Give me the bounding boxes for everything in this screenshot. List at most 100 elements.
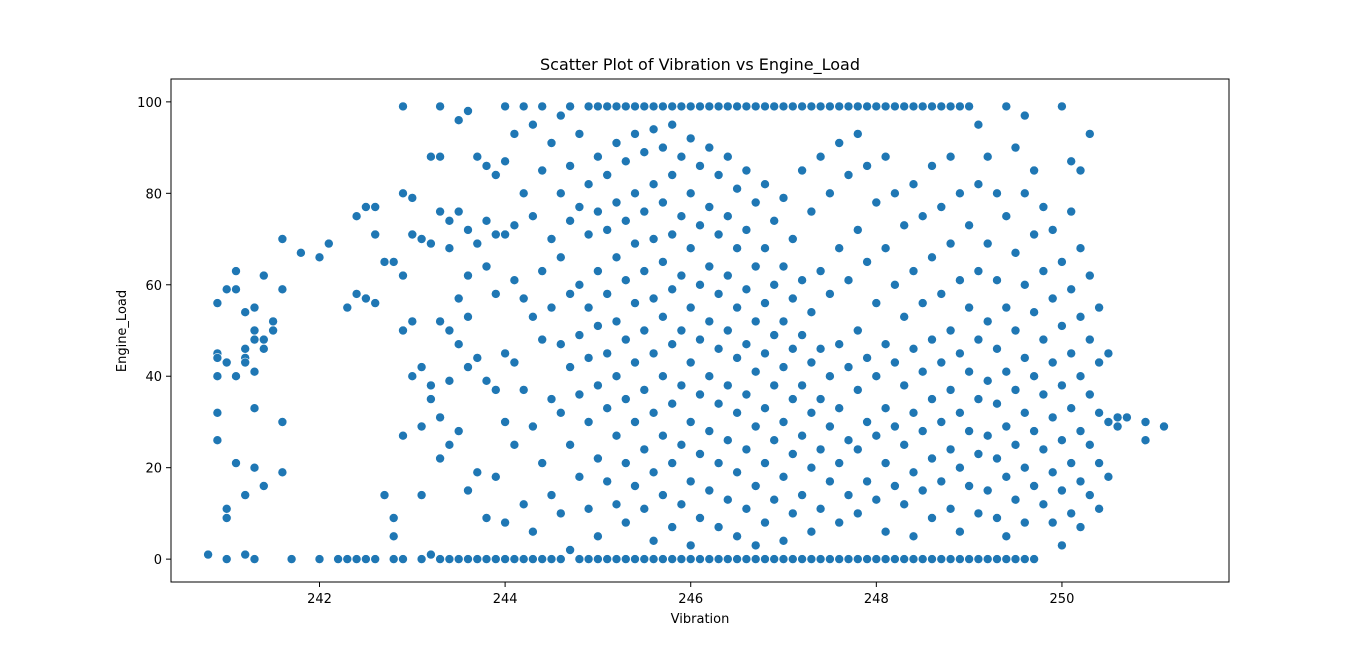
scatter-point <box>555 407 566 418</box>
scatter-point <box>444 243 455 253</box>
scatter-point <box>917 426 928 436</box>
scatter-point <box>602 225 613 235</box>
scatter-point <box>500 348 510 359</box>
scatter-point <box>537 101 548 112</box>
scatter-point <box>1038 334 1049 345</box>
scatter-point <box>546 302 557 313</box>
scatter-point <box>602 348 613 359</box>
scatter-point <box>500 554 510 564</box>
scatter-point <box>945 503 956 514</box>
scatter-point <box>574 554 585 564</box>
scatter-point <box>277 467 288 478</box>
scatter-point <box>778 261 789 272</box>
scatter-point <box>685 554 696 564</box>
scatter-point <box>537 554 548 564</box>
scatter-point <box>899 499 910 510</box>
scatter-point <box>778 101 789 112</box>
scatter-point <box>722 554 733 564</box>
scatter-point <box>713 229 724 240</box>
scatter-point <box>982 316 993 327</box>
scatter-point <box>843 170 854 180</box>
x-axis-ticks: 242 244 246 248 250 <box>307 582 1074 607</box>
scatter-point <box>945 101 956 112</box>
scatter-point <box>899 101 910 112</box>
scatter-point <box>221 513 232 523</box>
scatter-point <box>1010 325 1021 336</box>
scatter-point <box>620 517 631 528</box>
scatter-point <box>1085 490 1095 500</box>
scatter-point <box>862 257 872 267</box>
scatter-point <box>509 357 520 368</box>
scatter-point <box>463 270 473 281</box>
scatter-point <box>1066 206 1076 217</box>
scatter-point <box>268 325 278 336</box>
scatter-point <box>806 526 817 537</box>
scatter-point <box>500 517 510 528</box>
scatter-point <box>630 101 640 112</box>
scatter-point <box>787 449 798 459</box>
scatter-point <box>1057 101 1067 112</box>
scatter-point <box>760 458 770 468</box>
scatter-point <box>658 430 668 441</box>
scatter-point <box>1020 517 1030 528</box>
scatter-point <box>630 481 640 491</box>
scatter-point <box>908 554 919 564</box>
scatter-point <box>732 302 742 313</box>
scatter-point <box>825 101 835 112</box>
plot-frame <box>170 78 1230 583</box>
scatter-point <box>815 343 826 354</box>
scatter-point <box>1029 307 1039 318</box>
scatter-point <box>453 339 464 350</box>
scatter-point <box>862 101 872 112</box>
scatter-point <box>964 101 974 112</box>
scatter-point <box>667 339 678 350</box>
scatter-point <box>676 439 687 450</box>
scatter-point <box>444 554 455 564</box>
scatter-point <box>1057 380 1067 391</box>
scatter-point <box>639 147 650 157</box>
scatter-point <box>695 161 705 171</box>
scatter-point <box>1057 485 1067 496</box>
scatter-point <box>481 216 492 226</box>
scatter-point <box>704 426 715 436</box>
scatter-point <box>221 503 232 514</box>
scatter-point <box>1075 165 1086 176</box>
scatter-point <box>240 307 250 318</box>
scatter-point <box>407 316 418 327</box>
scatter-point <box>852 225 863 235</box>
scatter-point <box>797 330 807 340</box>
scatter-point <box>593 151 603 162</box>
scatter-point <box>852 101 863 112</box>
y-tick-label: 80 <box>145 187 162 202</box>
scatter-point <box>797 380 807 391</box>
scatter-point <box>296 248 306 258</box>
scatter-point <box>611 138 622 148</box>
scatter-point <box>695 554 705 564</box>
scatter-point <box>583 101 594 112</box>
scatter-point <box>555 339 566 350</box>
scatter-point <box>964 426 974 436</box>
scatter-point <box>927 334 937 345</box>
scatter-point <box>1029 481 1039 491</box>
scatter-point <box>620 101 631 112</box>
scatter-point <box>760 101 770 112</box>
x-tick-label: 242 <box>307 592 332 607</box>
scatter-point <box>602 554 613 564</box>
scatter-point <box>648 293 659 304</box>
scatter-point <box>732 101 742 112</box>
y-tick-label: 0 <box>154 553 162 568</box>
scatter-point <box>871 494 882 505</box>
scatter-point <box>722 435 733 446</box>
x-tick-label: 248 <box>864 592 889 607</box>
scatter-point <box>1020 554 1030 564</box>
chart-title: Scatter Plot of Vibration vs Engine_Load <box>540 55 860 75</box>
scatter-point <box>769 494 780 505</box>
scatter-point <box>463 362 473 372</box>
scatter-point <box>825 554 835 564</box>
scatter-point <box>713 170 724 180</box>
scatter-point <box>982 485 993 496</box>
scatter-point <box>843 490 854 500</box>
scatter-point <box>611 252 622 263</box>
scatter-point <box>852 325 863 336</box>
scatter-point <box>862 554 872 564</box>
